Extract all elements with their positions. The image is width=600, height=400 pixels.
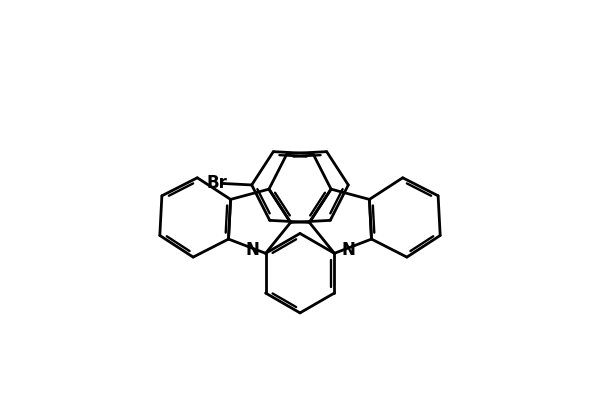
- Text: N: N: [245, 241, 259, 259]
- Text: Br: Br: [206, 174, 227, 192]
- Text: N: N: [341, 241, 355, 259]
